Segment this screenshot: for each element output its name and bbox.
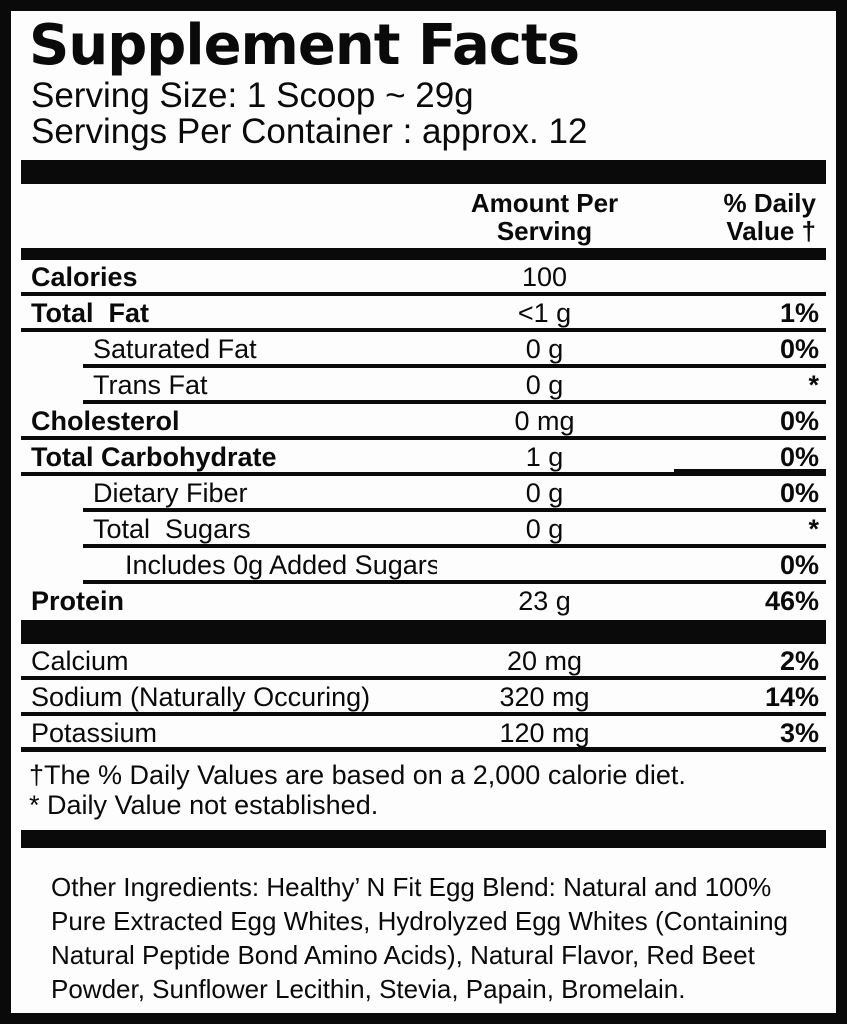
- nutrient-name: Total Sugars: [93, 514, 251, 544]
- nutrient-daily-value: 0%: [779, 442, 819, 472]
- nutrient-amount: <1 g: [517, 298, 572, 328]
- row-separator: [21, 435, 826, 440]
- nutrient-daily-value: 2%: [779, 646, 819, 676]
- serving-size-line: Serving Size: 1 Scoop ~ 29g: [31, 75, 474, 115]
- nutrient-amount: 0 g: [525, 478, 564, 508]
- nutrient-daily-value: 0%: [779, 334, 819, 364]
- nutrient-amount: 20 mg: [506, 646, 583, 676]
- nutrient-daily-value: *: [808, 514, 819, 544]
- row-separator: [83, 363, 826, 368]
- column-header-amount: Amount Per Serving: [437, 189, 652, 245]
- nutrient-row: Cholesterol 0 mg 0%: [21, 404, 826, 440]
- nutrient-daily-value: 14%: [764, 682, 819, 712]
- nutrient-daily-value: 0%: [779, 478, 819, 508]
- nutrient-name: Sodium (Naturally Occuring): [31, 682, 371, 712]
- column-header-daily-value: % Daily Value †: [652, 189, 822, 245]
- nutrient-amount: 120 mg: [499, 718, 590, 748]
- row-separator: [83, 543, 826, 548]
- nutrient-name: Calcium: [31, 646, 129, 676]
- divider-thick-after-protein: [21, 619, 826, 644]
- nutrient-name: Saturated Fat: [93, 334, 257, 364]
- divider-thick-bottom: [21, 829, 826, 848]
- row-separator: [83, 399, 826, 404]
- nutrient-row: Total Fat <1 g 1%: [21, 296, 826, 332]
- nutrient-row: Calories 100: [21, 260, 826, 296]
- nutrient-daily-value: 3%: [779, 718, 819, 748]
- column-header-amount-line2: Serving: [496, 215, 593, 246]
- column-header-amount-line1: Amount Per: [470, 187, 619, 218]
- nutrient-row: Total Carbohydrate 1 g 0%: [21, 440, 826, 476]
- daily-value-underline: [674, 468, 826, 473]
- nutrient-name: Dietary Fiber: [93, 478, 248, 508]
- nutrient-row: Total Sugars 0 g *: [25, 512, 826, 548]
- nutrient-row: Dietary Fiber 0 g 0%: [25, 476, 826, 512]
- divider-thick-top: [21, 159, 826, 184]
- footnotes: †The % Daily Values are based on a 2,000…: [25, 752, 822, 820]
- nutrient-amount: 0 g: [525, 514, 564, 544]
- nutrient-amount: 0 g: [525, 334, 564, 364]
- row-separator: [21, 327, 826, 332]
- row-separator: [21, 675, 826, 680]
- nutrient-row: Trans Fat 0 g *: [25, 368, 826, 404]
- nutrient-amount: 1 g: [525, 442, 564, 472]
- footnote-daily-values: †The % Daily Values are based on a 2,000…: [29, 759, 686, 790]
- row-separator: [21, 746, 826, 752]
- page-title: Supplement Facts: [29, 13, 580, 78]
- nutrient-name: Calories: [31, 262, 138, 292]
- nutrient-name: Cholesterol: [31, 406, 180, 436]
- nutrient-amount: 320 mg: [499, 682, 590, 712]
- nutrient-row: Saturated Fat 0 g 0%: [25, 332, 826, 368]
- nutrient-daily-value: *: [808, 370, 819, 400]
- row-separator: [21, 471, 826, 476]
- column-header-row: Amount Per Serving % Daily Value †: [25, 184, 822, 248]
- nutrient-amount: 0 g: [525, 370, 564, 400]
- nutrient-name: Total Carbohydrate: [31, 442, 277, 472]
- nutrient-rows: Calories 100 Total Fat <1 g 1% Saturated…: [21, 260, 826, 620]
- column-header-dv-line1: % Daily: [723, 187, 817, 218]
- nutrient-name: Includes 0g Added Sugars: [125, 550, 437, 580]
- divider-medium: [21, 247, 826, 260]
- other-ingredients-text: Other Ingredients: Healthy’ N Fit Egg Bl…: [51, 871, 789, 1004]
- nutrient-amount: 0 mg: [514, 406, 575, 436]
- nutrient-name: Potassium: [31, 718, 158, 748]
- nutrient-daily-value: 0%: [779, 406, 819, 436]
- row-separator: [21, 291, 826, 296]
- row-separator: [83, 579, 826, 584]
- nutrient-row: Potassium 120 mg 3%: [21, 716, 826, 752]
- nutrient-daily-value: 46%: [764, 586, 819, 616]
- nutrient-row: Sodium (Naturally Occuring) 320 mg 14%: [21, 680, 826, 716]
- nutrient-amount: 23 g: [518, 586, 571, 616]
- nutrient-row: Includes 0g Added Sugars 0%: [25, 548, 826, 584]
- nutrient-row: Calcium 20 mg 2%: [21, 644, 826, 680]
- column-header-dv-line2: Value †: [726, 215, 816, 246]
- footnote-not-established: * Daily Value not established.: [29, 789, 379, 820]
- nutrient-amount: 100: [521, 262, 568, 292]
- row-separator: [21, 711, 826, 716]
- nutrient-daily-value: 1%: [779, 298, 819, 328]
- nutrient-name: Total Fat: [31, 298, 149, 328]
- mineral-rows: Calcium 20 mg 2% Sodium (Naturally Occur…: [21, 644, 826, 752]
- nutrient-name: Protein: [31, 586, 125, 616]
- column-header-spacer: [25, 189, 437, 245]
- nutrient-daily-value: 0%: [779, 550, 819, 580]
- servings-per-container-line: Servings Per Container : approx. 12: [31, 112, 588, 152]
- nutrient-row: Protein 23 g 46%: [25, 584, 822, 620]
- nutrient-name: Trans Fat: [93, 370, 208, 400]
- row-separator: [83, 507, 826, 512]
